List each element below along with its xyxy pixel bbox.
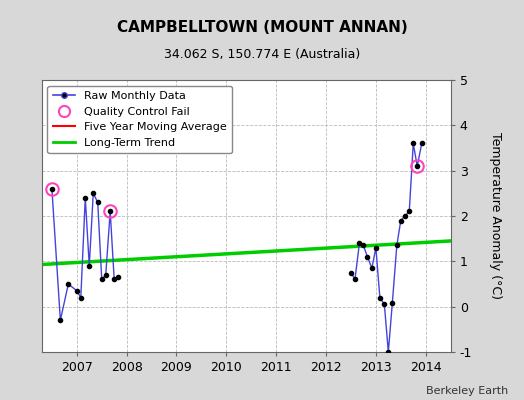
Y-axis label: Temperature Anomaly (°C): Temperature Anomaly (°C) — [489, 132, 501, 300]
Text: Berkeley Earth: Berkeley Earth — [426, 386, 508, 396]
Text: CAMPBELLTOWN (MOUNT ANNAN): CAMPBELLTOWN (MOUNT ANNAN) — [117, 20, 407, 35]
Text: 34.062 S, 150.774 E (Australia): 34.062 S, 150.774 E (Australia) — [164, 48, 360, 61]
Legend: Raw Monthly Data, Quality Control Fail, Five Year Moving Average, Long-Term Tren: Raw Monthly Data, Quality Control Fail, … — [48, 86, 233, 153]
